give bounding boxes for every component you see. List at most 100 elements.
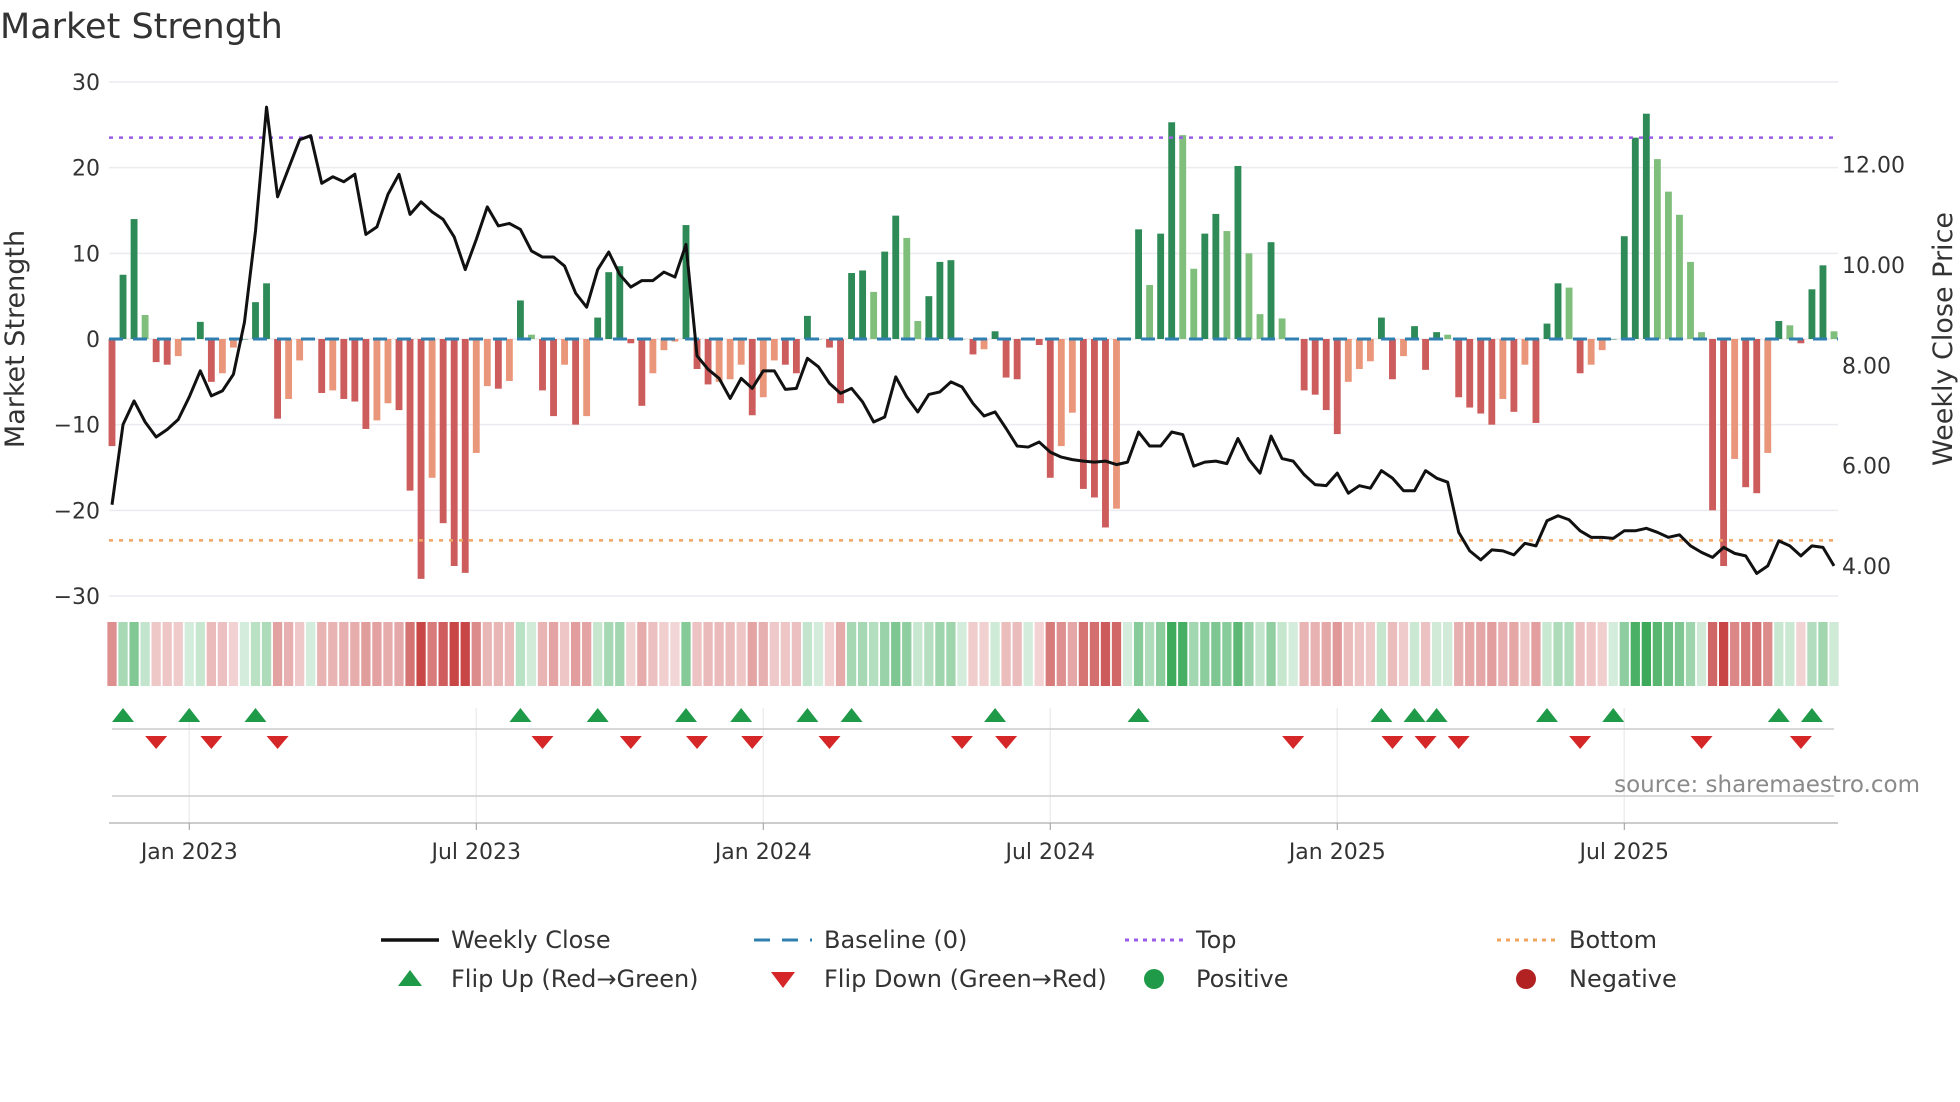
strength-bar (1709, 339, 1716, 511)
heat-cell (1133, 622, 1144, 686)
x-axis-ticks: Jan 2023 Jul 2023 Jan 2024 Jul 2024 Jan 2025… (139, 823, 1669, 865)
heat-cell (460, 622, 470, 686)
heat-cell (692, 622, 702, 686)
heat-cell (593, 622, 603, 686)
strength-bar (296, 339, 304, 361)
heat-cell (217, 622, 228, 686)
strength-bar (318, 339, 326, 393)
y-tick-label: −30 (54, 585, 100, 610)
heat-cell (1409, 622, 1420, 686)
heat-cell (1487, 622, 1497, 686)
strength-bar (119, 274, 127, 339)
flip-markers (109, 708, 1838, 824)
strength-bar (947, 260, 955, 339)
heat-cell (714, 622, 724, 686)
strength-bar (638, 339, 646, 406)
heat-cell (582, 622, 592, 686)
heat-cell (924, 622, 934, 686)
heat-cell (515, 622, 526, 686)
x-tick-label: Jan 2024 (713, 840, 812, 865)
legend-label: Weekly Close (451, 926, 611, 954)
heat-cell (151, 622, 161, 686)
strength-heat-strip (107, 622, 1839, 686)
heat-cell (548, 622, 559, 686)
x-tick-label: Jan 2023 (139, 840, 238, 865)
heat-cell (1763, 622, 1773, 686)
heat-cell (1619, 622, 1629, 686)
strength-bar (903, 237, 911, 339)
strength-bar (1510, 339, 1518, 412)
strength-bar (837, 339, 844, 404)
strength-bar (472, 339, 480, 453)
strength-bar (1488, 339, 1496, 425)
strength-bar (1543, 323, 1551, 339)
legend: Weekly Close Baseline (0) Top Bottom Flip Up… (381, 926, 1677, 993)
heat-cell (1012, 622, 1022, 686)
legend-label: Top (1195, 926, 1237, 954)
strength-bar (1819, 265, 1827, 339)
strength-bar (395, 339, 403, 411)
heat-cell (1178, 622, 1188, 686)
strength-bar (1521, 339, 1529, 365)
heat-cell (1387, 622, 1398, 686)
heat-cell (1167, 622, 1177, 686)
heat-cell (449, 622, 459, 686)
heat-cell (659, 622, 669, 686)
strength-bar (583, 339, 591, 417)
strength-bar (1378, 317, 1385, 339)
heat-cell (1343, 622, 1353, 686)
strength-bar (1565, 287, 1573, 339)
strength-bar (627, 339, 635, 344)
flip-down-marker (950, 736, 973, 749)
strength-bar (1786, 325, 1794, 339)
strength-bar (561, 339, 568, 365)
strength-bar (980, 339, 988, 350)
strength-bar (781, 339, 789, 365)
strength-bar (252, 302, 259, 339)
heat-cell (239, 622, 250, 686)
heat-cell (1189, 622, 1199, 686)
strength-bar (241, 339, 248, 340)
strength-bar (616, 266, 624, 339)
heat-cell (1023, 622, 1033, 686)
flip-up-marker (1370, 708, 1393, 722)
strength-bar (1477, 339, 1485, 414)
strength-bar (715, 339, 723, 382)
heat-cell (1785, 622, 1795, 686)
heat-cell (427, 622, 437, 686)
strength-bar (1168, 122, 1176, 339)
strength-bar (1068, 339, 1076, 413)
heat-cell (1288, 622, 1298, 686)
strength-bar (483, 339, 491, 387)
legend-triangle-up-icon (398, 970, 422, 986)
strength-bar (230, 339, 237, 348)
heat-cell (1564, 622, 1574, 686)
heat-cell (769, 622, 779, 686)
legend-circle-icon (1516, 969, 1536, 989)
heat-cell (1696, 622, 1707, 686)
strength-bar (859, 270, 867, 339)
heat-cell (1774, 622, 1784, 686)
heat-cell (537, 622, 548, 686)
strength-bar (1013, 339, 1021, 380)
heat-cell (272, 622, 283, 686)
heat-cell (1277, 622, 1287, 686)
y2-tick-label: 6.00 (1842, 455, 1891, 480)
heat-cell (295, 622, 305, 686)
heat-cell (1255, 622, 1265, 686)
heat-cell (1531, 622, 1541, 686)
flip-up-marker (1403, 708, 1426, 722)
heat-cell (1144, 622, 1155, 686)
strength-bar (1179, 135, 1187, 339)
source-note: source: sharemaestro.com (1614, 772, 1920, 798)
heat-cell (250, 622, 261, 686)
flip-down-marker (200, 736, 223, 749)
y-axis-label: Market Strength (0, 230, 31, 448)
heat-cell (1476, 622, 1486, 686)
flip-down-marker (1569, 736, 1592, 749)
heat-cell (1222, 622, 1232, 686)
flip-down-marker (686, 736, 709, 749)
strength-bar (1322, 339, 1330, 411)
strength-bar (726, 339, 734, 380)
heat-cell (725, 622, 735, 686)
